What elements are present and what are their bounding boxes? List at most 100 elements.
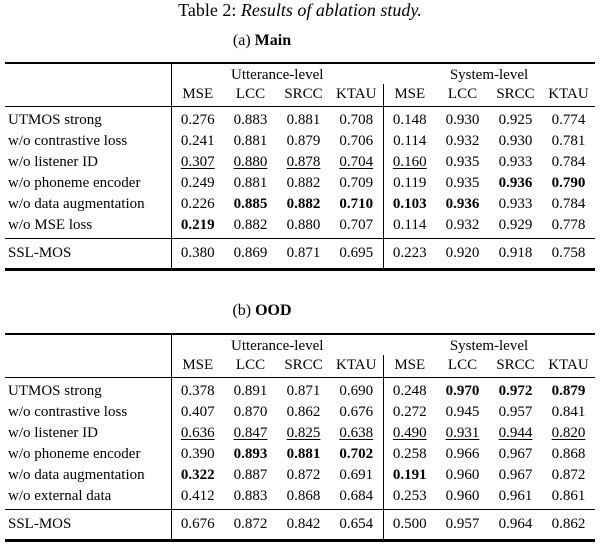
metric-value: 0.774: [551, 112, 586, 128]
row-label: w/o contrastive loss: [5, 131, 172, 152]
row-label: SSL-MOS: [5, 509, 172, 541]
metric-value: 0.758: [542, 238, 595, 270]
table-row: w/o external data 0.412 0.883 0.868 0.684 0.2…: [5, 486, 595, 510]
metric-value: 0.967: [498, 446, 533, 462]
metric-value: 0.925: [498, 112, 533, 128]
subtable-b-caption: (b) OOD: [0, 300, 524, 321]
metric-value: 0.883: [233, 488, 268, 504]
metric-value: 0.276: [180, 112, 215, 128]
row-label: UTMOS strong: [5, 106, 172, 131]
metric-value: 0.790: [551, 175, 586, 191]
metric-value: 0.638: [339, 425, 374, 441]
col-header: KTAU: [330, 84, 383, 107]
table-row: UTMOS strong 0.378 0.891 0.871 0.690 0.248 0.9…: [5, 377, 595, 402]
metric-value: 0.960: [445, 467, 480, 483]
metric-value: 0.781: [551, 133, 586, 149]
metric-value: 0.861: [551, 488, 586, 504]
metric-value: 0.882: [233, 217, 268, 233]
table-row: w/o phoneme encoder 0.249 0.881 0.882 0.709 0…: [5, 173, 595, 194]
table-row: SSL-MOS 0.676 0.872 0.842 0.654 0.500 0.957 0.9…: [5, 509, 595, 541]
metric-value: 0.868: [286, 488, 321, 504]
metric-value: 0.862: [286, 404, 321, 420]
metric-value: 0.407: [180, 404, 215, 420]
metric-value: 0.929: [498, 217, 533, 233]
metric-value: 0.930: [498, 133, 533, 149]
row-label: w/o phoneme encoder: [5, 173, 172, 194]
metric-value: 0.881: [286, 112, 321, 128]
metric-value: 0.879: [551, 383, 586, 399]
corner-cell: [5, 84, 172, 107]
metric-value: 0.390: [180, 446, 215, 462]
metric-value: 0.945: [445, 404, 480, 420]
metric-value: 0.872: [224, 509, 277, 541]
metric-value: 0.695: [330, 238, 383, 270]
metric-value: 0.935: [445, 154, 480, 170]
group-header-row: Utterance-level System-level: [5, 63, 595, 84]
metric-value: 0.972: [498, 383, 533, 399]
metric-value: 0.931: [445, 425, 480, 441]
metric-value: 0.253: [382, 486, 436, 510]
metric-value: 0.707: [339, 217, 374, 233]
metric-value: 0.842: [277, 509, 330, 541]
metric-value: 0.933: [498, 154, 533, 170]
metric-value: 0.219: [180, 217, 215, 233]
metric-value: 0.710: [339, 196, 374, 212]
metric-value: 0.891: [233, 383, 268, 399]
row-label: SSL-MOS: [5, 238, 172, 270]
metric-value: 0.881: [233, 133, 268, 149]
col-header: MSE: [171, 355, 224, 378]
metric-value: 0.841: [551, 404, 586, 420]
metric-value: 0.412: [180, 488, 215, 504]
col-header: MSE: [382, 355, 436, 378]
metric-value: 0.878: [286, 154, 321, 170]
column-header-row: MSE LCC SRCC KTAU MSE LCC SRCC KTAU: [5, 84, 595, 107]
results-table: Utterance-level System-level MSE LCC SRCC KTA…: [5, 333, 595, 542]
metric-value: 0.961: [498, 488, 533, 504]
col-header: MSE: [171, 84, 224, 107]
metric-value: 0.258: [382, 444, 436, 465]
metric-value: 0.966: [445, 446, 480, 462]
metric-value: 0.778: [551, 217, 586, 233]
table-row: w/o contrastive loss 0.407 0.870 0.862 0.676…: [5, 402, 595, 423]
group-header: System-level: [449, 338, 529, 354]
table-row: w/o contrastive loss 0.241 0.881 0.879 0.706…: [5, 131, 595, 152]
col-header: SRCC: [277, 84, 330, 107]
col-header: SRCC: [489, 84, 542, 107]
metric-value: 0.881: [233, 175, 268, 191]
metric-value: 0.380: [171, 238, 224, 270]
metric-value: 0.920: [436, 238, 489, 270]
metric-value: 0.882: [286, 196, 321, 212]
row-label: w/o MSE loss: [5, 215, 172, 239]
metric-value: 0.500: [382, 509, 436, 541]
group-header-row: Utterance-level System-level: [5, 334, 595, 355]
metric-value: 0.676: [171, 509, 224, 541]
metric-value: 0.887: [233, 467, 268, 483]
metric-value: 0.882: [286, 175, 321, 191]
group-header: Utterance-level: [231, 67, 324, 83]
col-header: LCC: [436, 355, 489, 378]
table-row: w/o data augmentation 0.322 0.887 0.872 0.69…: [5, 465, 595, 486]
metric-value: 0.918: [489, 238, 542, 270]
metric-value: 0.784: [551, 196, 586, 212]
metric-value: 0.114: [382, 131, 436, 152]
col-header: SRCC: [489, 355, 542, 378]
metric-value: 0.378: [180, 383, 215, 399]
table-row: w/o listener ID 0.307 0.880 0.878 0.704 0.160…: [5, 152, 595, 173]
metric-value: 0.148: [382, 106, 436, 131]
metric-value: 0.249: [180, 175, 215, 191]
metric-value: 0.322: [180, 467, 215, 483]
col-header: KTAU: [542, 84, 595, 107]
subtable-b-caption-name: OOD: [255, 302, 292, 319]
table-row: w/o MSE loss 0.219 0.882 0.880 0.707 0.114 0.9…: [5, 215, 595, 239]
metric-value: 0.307: [180, 154, 215, 170]
metric-value: 0.970: [445, 383, 480, 399]
metric-value: 0.702: [339, 446, 374, 462]
metric-value: 0.862: [542, 509, 595, 541]
group-header: System-level: [449, 67, 529, 83]
metric-value: 0.869: [224, 238, 277, 270]
metric-value: 0.272: [382, 402, 436, 423]
metric-value: 0.690: [339, 383, 374, 399]
subtable-a-caption-name: Main: [254, 32, 292, 49]
metric-value: 0.103: [382, 194, 436, 215]
metric-value: 0.930: [445, 112, 480, 128]
